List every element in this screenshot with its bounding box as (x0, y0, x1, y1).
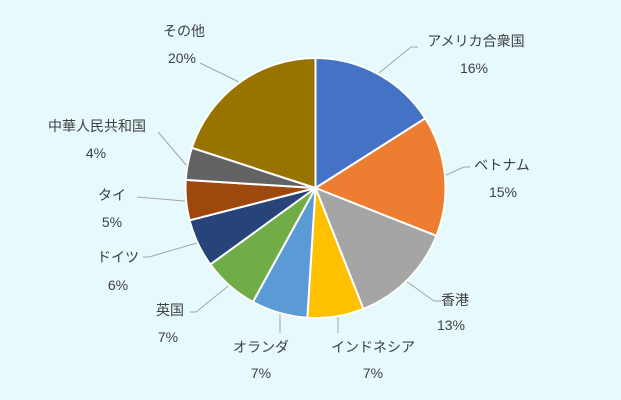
pie-slice-others (190, 57, 317, 189)
leader-line-usa (378, 46, 418, 74)
slice-value-china: 4% (86, 145, 106, 161)
data-labels: アメリカ合衆国 16% ベトナム 15% 香港 13% インドネシア 7% オランダ 7% 英国 7%… (48, 23, 530, 381)
leader-line-hong-kong (398, 275, 441, 302)
slice-label-uk: 英国 (156, 302, 184, 318)
slice-value-indonesia: 7% (363, 365, 383, 381)
slice-label-netherlands: オランダ (233, 339, 289, 355)
leader-line-thailand (136, 196, 186, 202)
slice-label-usa: アメリカ合衆国 (427, 33, 524, 49)
pie-slice-hong-kong (314, 187, 438, 310)
leader-line-uk (190, 282, 233, 313)
leader-line-vietnam (443, 166, 470, 177)
pie-slice-vietnam (314, 117, 447, 237)
slice-value-germany: 6% (108, 277, 128, 293)
slice-label-indonesia: インドネシア (331, 339, 415, 355)
slice-value-hong-kong: 13% (437, 317, 465, 333)
slice-value-others: 20% (168, 50, 196, 66)
slice-label-vietnam: ベトナム (474, 157, 530, 173)
pie-slice-usa (314, 57, 427, 189)
leader-line-germany (143, 242, 198, 258)
leader-line-china (157, 131, 188, 167)
slice-value-uk: 7% (158, 329, 178, 345)
leader-lines (136, 46, 470, 333)
slice-label-thailand: タイ (98, 187, 126, 203)
slice-label-germany: ドイツ (97, 249, 139, 265)
slice-value-netherlands: 7% (251, 365, 271, 381)
slice-label-hong-kong: 香港 (441, 292, 469, 308)
slice-label-china: 中華人民共和国 (48, 118, 146, 134)
slice-value-vietnam: 15% (489, 184, 517, 200)
leader-line-others (199, 62, 240, 83)
slice-label-others: その他 (163, 23, 205, 39)
slice-value-usa: 16% (460, 60, 488, 76)
slice-value-thailand: 5% (102, 214, 122, 230)
pie-slices (184, 57, 447, 319)
